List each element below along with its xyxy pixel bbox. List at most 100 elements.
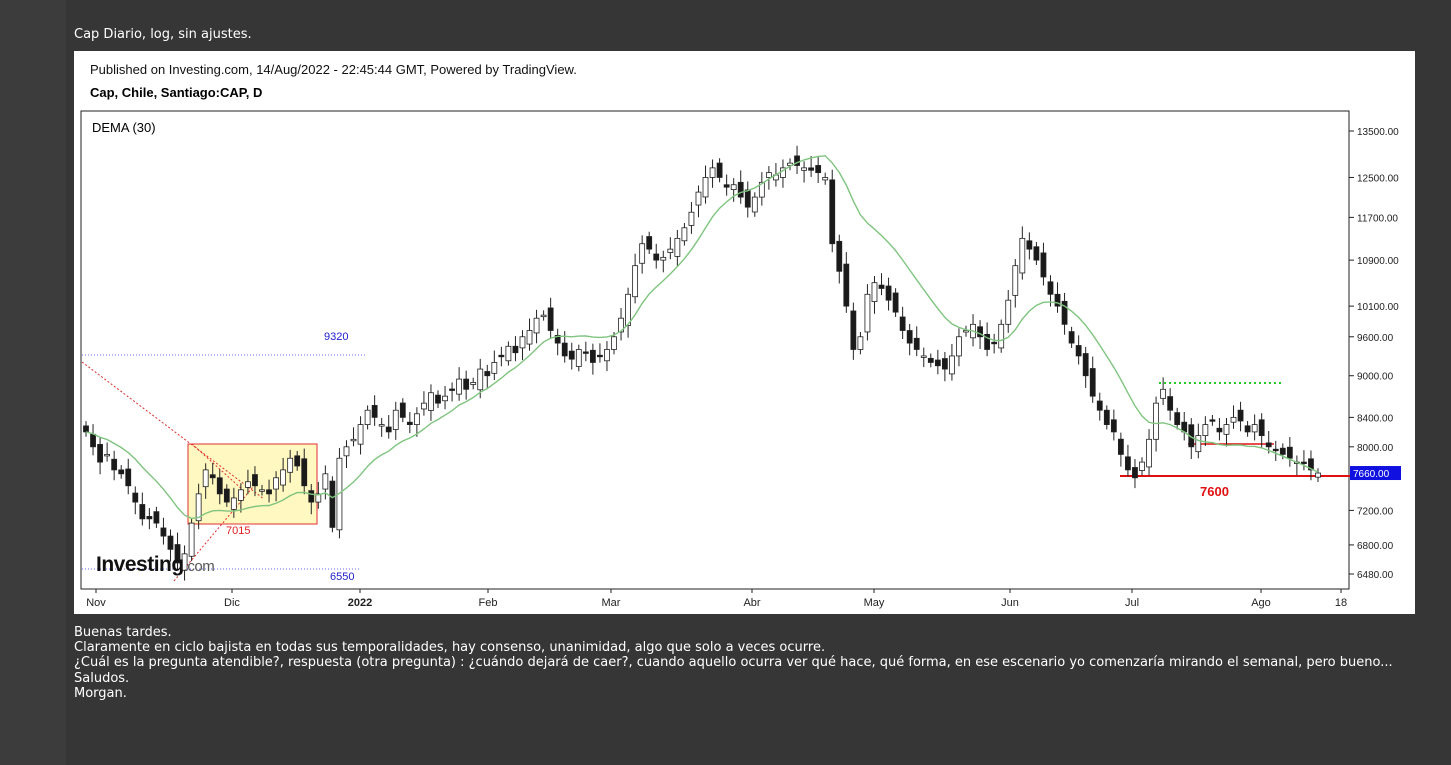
- candle-body: [575, 349, 582, 367]
- x-tick-label: Ago: [1251, 597, 1271, 609]
- candle-body: [1237, 409, 1244, 422]
- candle-body: [399, 402, 406, 418]
- candle-body: [568, 350, 575, 360]
- y-tick-label: 13500.00: [1357, 127, 1399, 138]
- candle-body: [512, 345, 519, 354]
- candle-body: [371, 405, 378, 418]
- x-tick-label: May: [864, 597, 885, 609]
- candle-body: [287, 457, 294, 473]
- candle-body: [1174, 412, 1181, 425]
- candle-body: [695, 191, 702, 206]
- candle-body: [329, 480, 336, 528]
- candle-body: [406, 421, 413, 425]
- uptrend-line: [173, 480, 259, 582]
- candle-body: [892, 292, 899, 313]
- candle-body: [730, 184, 737, 191]
- candle-body: [829, 179, 836, 245]
- post-line: Morgan.: [74, 685, 127, 701]
- chart-symbol: Cap, Chile, Santiago:CAP, D: [90, 85, 263, 100]
- candle-body: [1040, 252, 1047, 278]
- candle-body: [639, 243, 646, 264]
- candle-body: [216, 477, 223, 495]
- x-tick-label: Dic: [224, 597, 240, 609]
- candle-body: [794, 155, 800, 166]
- candle-body: [843, 263, 850, 307]
- annotation-label: 9320: [324, 331, 348, 343]
- candle-body: [604, 349, 610, 362]
- candle-body: [667, 248, 674, 253]
- candle-body: [470, 382, 477, 385]
- candle-body: [421, 402, 427, 410]
- candle-body: [540, 314, 547, 318]
- candle-body: [378, 424, 385, 427]
- candle-body: [758, 181, 765, 198]
- x-tick-label: Feb: [479, 597, 498, 609]
- candle-body: [1061, 300, 1068, 325]
- y-tick-label: 6480.00: [1357, 570, 1394, 581]
- candle-body: [1301, 461, 1307, 465]
- x-tick-label: Mar: [602, 597, 621, 609]
- candle-body: [280, 469, 287, 486]
- annotation-label: 7015: [226, 525, 250, 537]
- candle-body: [864, 293, 871, 333]
- candle-body: [934, 359, 941, 367]
- candle-body: [547, 307, 554, 331]
- last-price-tag: [1350, 466, 1401, 481]
- candle-body: [1167, 396, 1174, 411]
- candle-body: [941, 358, 948, 370]
- candle-body: [920, 355, 927, 358]
- candle-body: [533, 317, 540, 334]
- candle-body: [702, 177, 709, 198]
- candle-body: [878, 284, 885, 289]
- candle-body: [744, 189, 751, 208]
- candle-body: [1160, 388, 1167, 399]
- candle-body: [899, 316, 906, 331]
- candle-body: [308, 490, 315, 503]
- candle-body: [1251, 424, 1258, 433]
- candle-body: [273, 477, 279, 490]
- candle-body: [885, 285, 892, 301]
- chart-svg: 13500.00 12500.00 11700.00 10900.00 10100.00…: [80, 110, 1401, 609]
- candle-body: [984, 333, 991, 350]
- candle-body: [428, 392, 434, 411]
- candle-body: [709, 167, 716, 178]
- candle-body: [906, 330, 913, 344]
- candle-body: [237, 489, 244, 501]
- candle-body: [1230, 416, 1237, 423]
- candle-body: [1139, 461, 1145, 471]
- candle-body: [350, 438, 357, 442]
- post-line: ¿Cuál es la pregunta atendible?, respues…: [74, 655, 1393, 671]
- candle-body: [611, 336, 617, 350]
- candle-body: [991, 341, 998, 345]
- candle-body: [1026, 240, 1033, 250]
- y-tick-label: 11700.00: [1357, 213, 1398, 224]
- candle-body: [681, 227, 688, 242]
- candle-body: [998, 323, 1005, 349]
- candle-body: [822, 177, 829, 181]
- candle-body: [456, 378, 463, 395]
- candle-body: [385, 426, 392, 433]
- candle-body: [230, 497, 237, 510]
- candle-body: [554, 334, 561, 344]
- candle-body: [1033, 246, 1040, 261]
- y-tick-label: 8000.00: [1357, 443, 1394, 454]
- candle-body: [688, 211, 695, 226]
- candle-body: [765, 172, 772, 178]
- candle-body: [561, 342, 568, 357]
- candle-body: [484, 371, 491, 377]
- candle-body: [322, 473, 329, 490]
- candle-body: [139, 504, 146, 520]
- annotation-label: 7600: [1200, 484, 1229, 499]
- candle-body: [850, 310, 857, 350]
- post-line: Claramente en ciclo bajista en todas sus…: [74, 640, 826, 656]
- candle-body: [343, 446, 350, 457]
- candle-body: [188, 522, 195, 557]
- y-tick-label: 12500.00: [1357, 173, 1399, 184]
- post-line: Saludos.: [74, 670, 130, 686]
- candle-body: [1132, 467, 1138, 479]
- candle-body: [132, 492, 139, 503]
- candle-body: [927, 357, 934, 363]
- y-tick-label: 9600.00: [1357, 333, 1394, 344]
- candle-body: [118, 469, 125, 475]
- candle-body: [195, 493, 202, 522]
